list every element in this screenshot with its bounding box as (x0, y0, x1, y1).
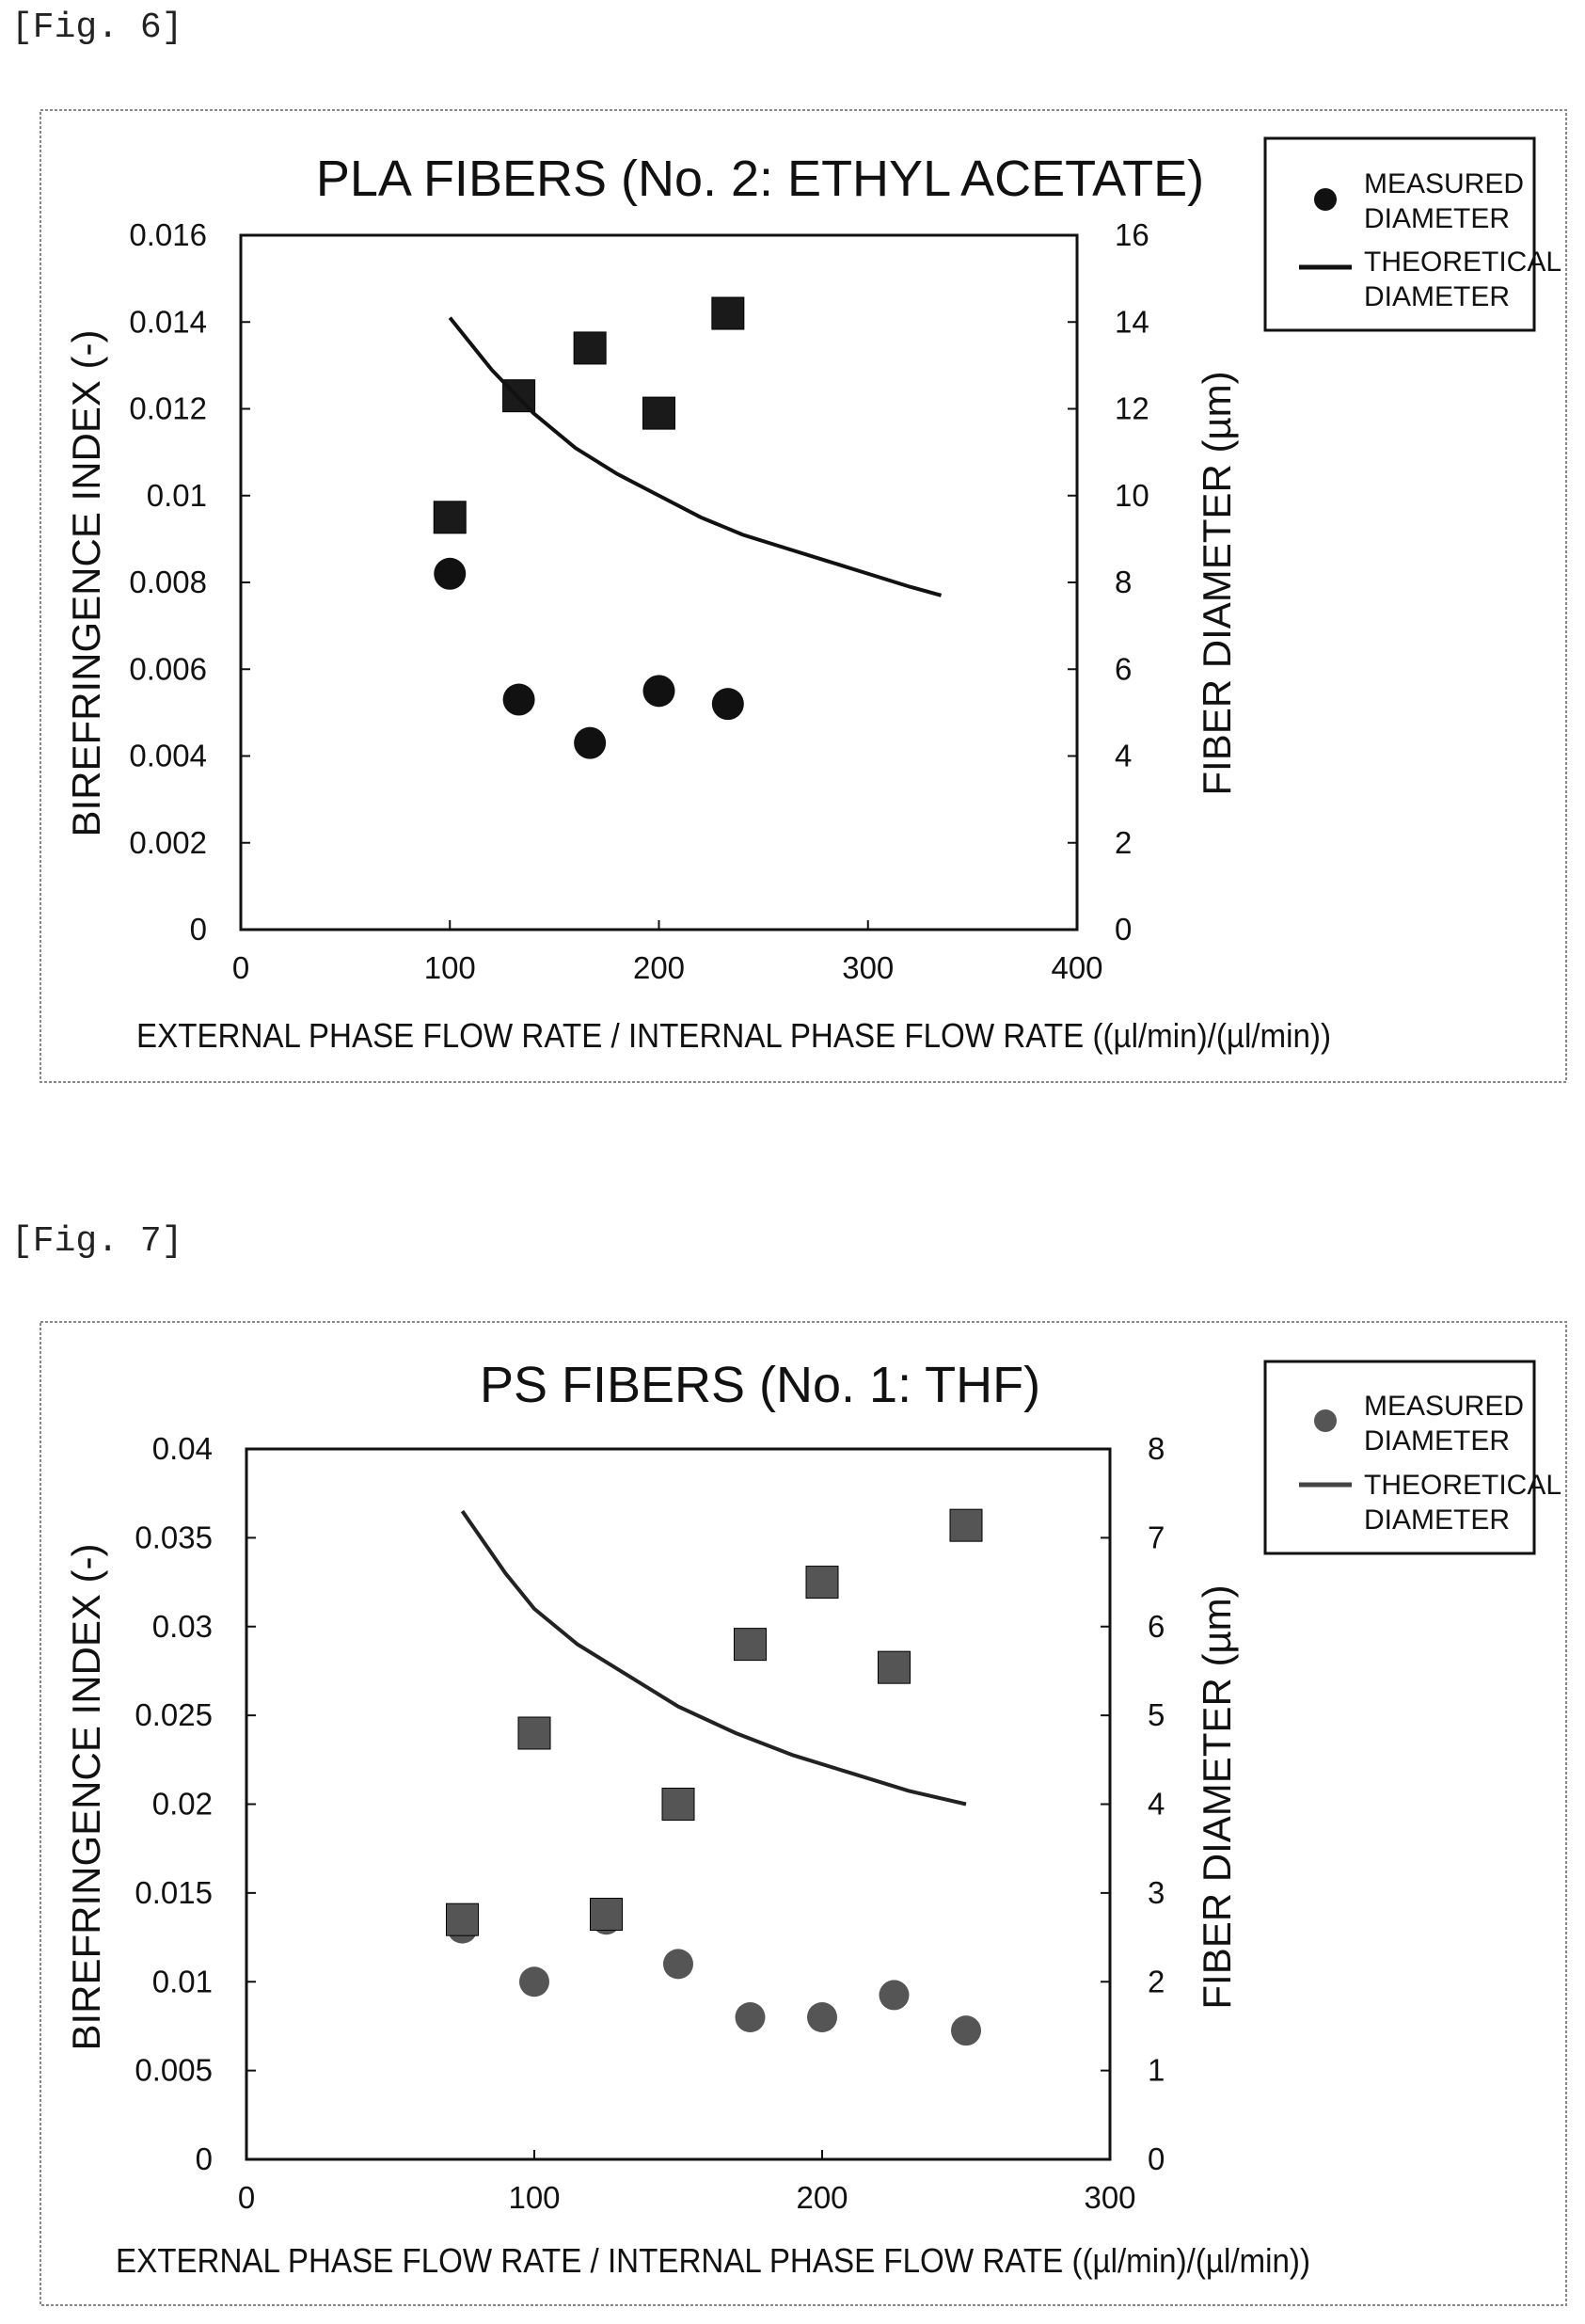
chart-1-xtick-label: 0 (232, 950, 249, 985)
chart-2-xtick-label: 300 (1084, 2180, 1135, 2215)
chart-2-y2tick-label: 1 (1148, 2053, 1165, 2088)
chart-2-y2tick-label: 4 (1148, 1787, 1165, 1822)
chart-2-ytick-label: 0.03 (152, 1609, 213, 1644)
chart-1-ytick-label: 0.008 (129, 565, 207, 599)
chart-1-legend-entry-2-line2: DIAMETER (1364, 281, 1510, 312)
chart-2-ytick-label: 0.01 (152, 1964, 213, 1998)
chart-1-ylabel: BIREFRINGENCE INDEX (-) (64, 329, 108, 836)
chart-2-ytick-label: 0.015 (135, 1875, 213, 1910)
chart-2-ytick-label: 0.005 (135, 2053, 213, 2088)
chart-2-y2tick-label: 0 (1148, 2141, 1165, 2176)
chart-2-xtick-label: 200 (796, 2180, 848, 2215)
chart-2-y2tick-label: 6 (1148, 1609, 1165, 1644)
chart-1-plot-area (239, 233, 1079, 931)
chart-2-birefringence-point (734, 1628, 767, 1662)
chart-1-ytick-label: 0.01 (147, 478, 207, 513)
figure-6-frame (40, 109, 1567, 1083)
chart-2-legend-box (1263, 1360, 1536, 1555)
chart-2-ytick-label: 0.035 (135, 1520, 213, 1554)
chart-1-xtick-label: 400 (1051, 950, 1102, 985)
chart-2-xtick-label: 100 (508, 2180, 560, 2215)
chart-1-ytick-label: 0.012 (129, 391, 207, 426)
chart-1-y2tick-label: 8 (1115, 565, 1132, 599)
chart-1-y2tick-label: 2 (1115, 825, 1132, 860)
chart-1-y2tick-label: 12 (1115, 391, 1149, 426)
chart-2-measured-point (879, 1980, 910, 2011)
chart-2-legend-entry-2-line1: THEORETICAL (1364, 1470, 1561, 1501)
chart-2-ytick-label: 0.025 (135, 1697, 213, 1732)
chart-2-legend: MEASURED DIAMETER THEORETICAL DIAMETER (1263, 1360, 1561, 1555)
chart-1-legend-box (1263, 136, 1536, 332)
chart-2-measured-point (807, 2002, 837, 2032)
chart-1-y2label: FIBER DIAMETER (µm) (1195, 371, 1239, 795)
chart-1-legend: MEASURED DIAMETER THEORETICAL DIAMETER (1263, 136, 1561, 332)
chart-1-ytick-label: 0.002 (129, 825, 207, 860)
chart-2-theoretical-line (460, 1509, 967, 1807)
chart-2-y2tick-label: 8 (1148, 1431, 1165, 1466)
chart-2-xlabel: EXTERNAL PHASE FLOW RATE / INTERNAL PHAS… (116, 2241, 1310, 2280)
chart-1-birefringence-point (711, 296, 745, 330)
chart-1-xlabel: EXTERNAL PHASE FLOW RATE / INTERNAL PHAS… (136, 1016, 1331, 1055)
chart-2-y2tick-label: 7 (1148, 1520, 1165, 1554)
chart-2-birefringence-point (446, 1902, 479, 1936)
chart-1-measured-point (574, 726, 607, 759)
figure-label-6: [Fig. 6] (11, 8, 183, 48)
chart-1-y2tick-label: 0 (1115, 912, 1132, 947)
chart-2-y2tick-label: 5 (1148, 1697, 1165, 1732)
chart-1-birefringence-point (433, 501, 467, 534)
chart-2-measured-point (735, 2002, 766, 2032)
chart-1-measured-point (642, 675, 675, 708)
chart-1-title: PLA FIBERS (No. 2: ETHYL ACETATE) (316, 151, 1204, 207)
chart-2-ytick-label: 0 (196, 2141, 213, 2176)
chart-1-legend-entry-1-line1: MEASURED (1364, 168, 1524, 199)
chart-2-birefringence-point (590, 1898, 623, 1932)
chart-1-y2tick-label: 4 (1115, 739, 1132, 773)
chart-1-ytick-label: 0.006 (129, 651, 207, 686)
chart-1-theoretical-line (448, 316, 943, 597)
chart-1-y2tick-label: 6 (1115, 651, 1132, 686)
chart-2-legend-entry-1-line1: MEASURED (1364, 1391, 1524, 1422)
figure-label-7: [Fig. 7] (11, 1221, 183, 1262)
chart-2-birefringence-point (805, 1566, 839, 1600)
chart-2-y2label: FIBER DIAMETER (µm) (1195, 1584, 1239, 2009)
chart-1-legend-circle-marker (1314, 188, 1337, 211)
chart-2-y2tick-label: 3 (1148, 1875, 1165, 1910)
chart-1-birefringence-point (642, 396, 675, 430)
chart-2-birefringence-point (517, 1716, 551, 1750)
chart-2-ylabel: BIREFRINGENCE INDEX (-) (64, 1543, 108, 2050)
chart-2-legend-entry-2-line2: DIAMETER (1364, 1504, 1510, 1536)
chart-2-legend-circle-marker (1314, 1409, 1337, 1432)
chart-1-ytick-label: 0.014 (129, 304, 207, 339)
chart-1-measured-point (711, 688, 744, 721)
chart-2-title: PS FIBERS (No. 1: THF) (480, 1357, 1040, 1413)
chart-1-legend-entry-1-line2: DIAMETER (1364, 203, 1510, 234)
chart-1-xtick-label: 200 (633, 950, 685, 985)
chart-1-legend-entry-2-line1: THEORETICAL (1364, 247, 1561, 278)
chart-1-y2tick-label: 14 (1115, 304, 1149, 339)
chart-2-birefringence-point (661, 1788, 695, 1821)
chart-2-y2tick-label: 2 (1148, 1964, 1165, 1998)
chart-2-ytick-label: 0.02 (152, 1787, 213, 1822)
chart-2-measured-point (951, 2015, 981, 2046)
chart-1-xtick-label: 300 (842, 950, 894, 985)
figure-7-frame (40, 1321, 1567, 2306)
chart-1-y2tick-label: 10 (1115, 478, 1149, 513)
chart-1-measured-point (434, 557, 467, 590)
chart-1-birefringence-point (573, 331, 607, 365)
chart-1-ytick-label: 0.016 (129, 217, 207, 252)
chart-2-measured-point (663, 1949, 693, 1980)
chart-1-xtick-label: 100 (424, 950, 476, 985)
chart-1-measured-point (502, 683, 535, 716)
chart-2-measured-point (519, 1966, 549, 1998)
chart-1-ytick-label: 0.004 (129, 739, 207, 773)
chart-2-birefringence-point (878, 1650, 911, 1684)
chart-2-legend-entry-1-line2: DIAMETER (1364, 1425, 1510, 1456)
chart-2-birefringence-point (949, 1508, 983, 1542)
chart-1-y2tick-label: 16 (1115, 217, 1149, 252)
chart-2-ytick-label: 0.04 (152, 1431, 213, 1466)
chart-1-ytick-label: 0 (190, 912, 207, 947)
chart-2-xtick-label: 0 (238, 2180, 255, 2215)
